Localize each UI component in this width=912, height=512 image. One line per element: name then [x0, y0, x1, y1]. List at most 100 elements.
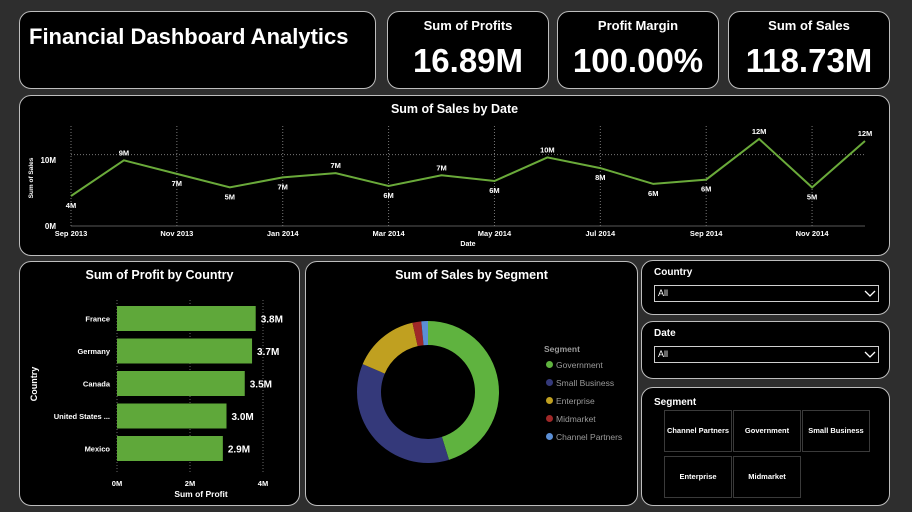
data-label: 7M: [330, 161, 340, 170]
segment-button-government[interactable]: Government: [733, 410, 801, 452]
legend-item-small-business[interactable]: Small Business: [546, 378, 614, 388]
legend-item-enterprise[interactable]: Enterprise: [546, 396, 595, 406]
slicer-label: Date: [654, 328, 676, 339]
data-label: 3.7M: [257, 347, 279, 358]
donut-chart-svg: [357, 321, 499, 463]
x-tick-label: Sep 2014: [690, 229, 723, 238]
segment-slicer: Segment Channel Partners Government Smal…: [641, 387, 890, 506]
bar-chart-svg: 0M 2M 4M France 3.8M Germany 3.7M Canada 3.5M Un…: [29, 300, 283, 499]
segment-button-midmarket[interactable]: Midmarket: [733, 456, 801, 498]
x-tick-label: Nov 2014: [796, 229, 830, 238]
data-label: 6M: [489, 186, 499, 195]
bar[interactable]: [117, 338, 253, 364]
data-label: 10M: [540, 145, 555, 154]
sales-by-segment-chart: Sum of Sales by Segment Segment Governme…: [305, 261, 638, 506]
kpi-card-profits: Sum of Profits 16.89M: [387, 11, 549, 89]
legend-item-midmarket[interactable]: Midmarket: [546, 414, 596, 424]
x-tick-label: 4M: [258, 479, 268, 488]
data-label: 12M: [752, 127, 767, 136]
kpi-card-margin: Profit Margin 100.00%: [557, 11, 719, 89]
data-label: 6M: [701, 185, 711, 194]
data-label: 3.0M: [232, 412, 254, 423]
x-tick-label: May 2014: [478, 229, 512, 238]
country-slicer: Country All: [641, 260, 890, 315]
sales-line: [70, 137, 866, 197]
data-label: 3.5M: [250, 380, 272, 391]
x-axis-label: Sum of Profit: [174, 489, 228, 499]
legend-label: Government: [556, 360, 603, 370]
data-label: 7M: [172, 179, 182, 188]
title-card: Financial Dashboard Analytics: [19, 11, 376, 89]
segment-button-channel-partners[interactable]: Channel Partners: [664, 410, 732, 452]
kpi-label: Sum of Sales: [768, 18, 850, 33]
sales-by-date-chart: Sum of Sales by Date 10M 0M Sum of Sales…: [19, 95, 890, 256]
date-dropdown[interactable]: All: [654, 346, 879, 363]
data-label: 4M: [66, 201, 76, 210]
legend-label: Midmarket: [556, 414, 596, 424]
legend-dot: [546, 415, 553, 423]
x-tick-label: Jan 2014: [267, 229, 300, 238]
data-label: 2.9M: [228, 445, 250, 456]
chevron-down-icon: [864, 351, 876, 358]
data-label: 5M: [225, 192, 235, 201]
data-label: 5M: [807, 192, 817, 201]
legend-label: Channel Partners: [556, 432, 623, 442]
data-label: 8M: [595, 173, 605, 182]
legend-dot: [546, 379, 553, 387]
legend-dot: [546, 361, 553, 369]
bar[interactable]: [117, 371, 245, 396]
chart-title: Sum of Sales by Segment: [395, 268, 548, 282]
category-label: United States ...: [54, 412, 110, 421]
x-tick-label: 0M: [112, 479, 122, 488]
chart-title: Sum of Profit by Country: [85, 268, 234, 282]
y-axis-label: Country: [29, 367, 39, 402]
bar[interactable]: [117, 306, 256, 331]
donut-slice[interactable]: [362, 322, 418, 374]
date-slicer: Date All: [641, 321, 890, 379]
bar[interactable]: [117, 436, 223, 461]
bar[interactable]: [117, 403, 227, 429]
data-label: 6M: [648, 189, 658, 198]
x-axis-label: Date: [460, 241, 475, 248]
data-label: 7M: [278, 182, 288, 191]
y-tick-label: 10M: [40, 156, 56, 165]
x-tick-label: Sep 2013: [55, 229, 88, 238]
donut-slice[interactable]: [412, 321, 424, 347]
kpi-value: 16.89M: [412, 42, 524, 79]
category-label: Mexico: [85, 445, 111, 454]
country-dropdown[interactable]: All: [654, 285, 879, 302]
donut-slice[interactable]: [428, 321, 499, 460]
category-label: Canada: [83, 380, 111, 389]
kpi-label: Sum of Profits: [423, 18, 513, 33]
slicer-label: Segment: [654, 397, 697, 408]
y-axis-label: Sum of Sales: [28, 157, 35, 198]
legend-item-government[interactable]: Government: [546, 360, 603, 370]
x-tick-label: Nov 2013: [160, 229, 193, 238]
profit-by-country-chart: Sum of Profit by Country 0M 2M 4M France 3.…: [19, 261, 300, 506]
segment-button-enterprise[interactable]: Enterprise: [664, 456, 732, 498]
donut-slice[interactable]: [357, 364, 449, 463]
legend-item-channel-partners[interactable]: Channel Partners: [546, 432, 622, 442]
chevron-down-icon: [864, 290, 876, 297]
chart-title: Sum of Sales by Date: [390, 102, 519, 116]
legend-dot: [546, 433, 553, 441]
dropdown-value: All: [658, 349, 669, 359]
slicer-label: Country: [654, 267, 693, 278]
data-label: 7M: [436, 163, 446, 172]
data-label: 6M: [383, 191, 393, 200]
donut-slice[interactable]: [421, 321, 428, 346]
y-tick-label: 0M: [45, 222, 56, 231]
kpi-card-sales: Sum of Sales 118.73M: [728, 11, 890, 89]
kpi-value: 100.00%: [572, 42, 704, 79]
x-tick-label: Mar 2014: [373, 229, 406, 238]
dashboard-title: Financial Dashboard Analytics: [29, 24, 349, 49]
line-chart-svg: 10M 0M Sum of Sales Date Sep 2013 Nov 201…: [28, 126, 873, 248]
legend-dot: [546, 397, 553, 405]
data-label: 12M: [858, 129, 873, 138]
legend-label: Small Business: [556, 378, 615, 388]
category-label: Germany: [77, 347, 110, 356]
kpi-value: 118.73M: [745, 42, 873, 79]
segment-button-small-business[interactable]: Small Business: [802, 410, 870, 452]
legend-label: Enterprise: [556, 396, 595, 406]
category-label: France: [85, 315, 110, 324]
